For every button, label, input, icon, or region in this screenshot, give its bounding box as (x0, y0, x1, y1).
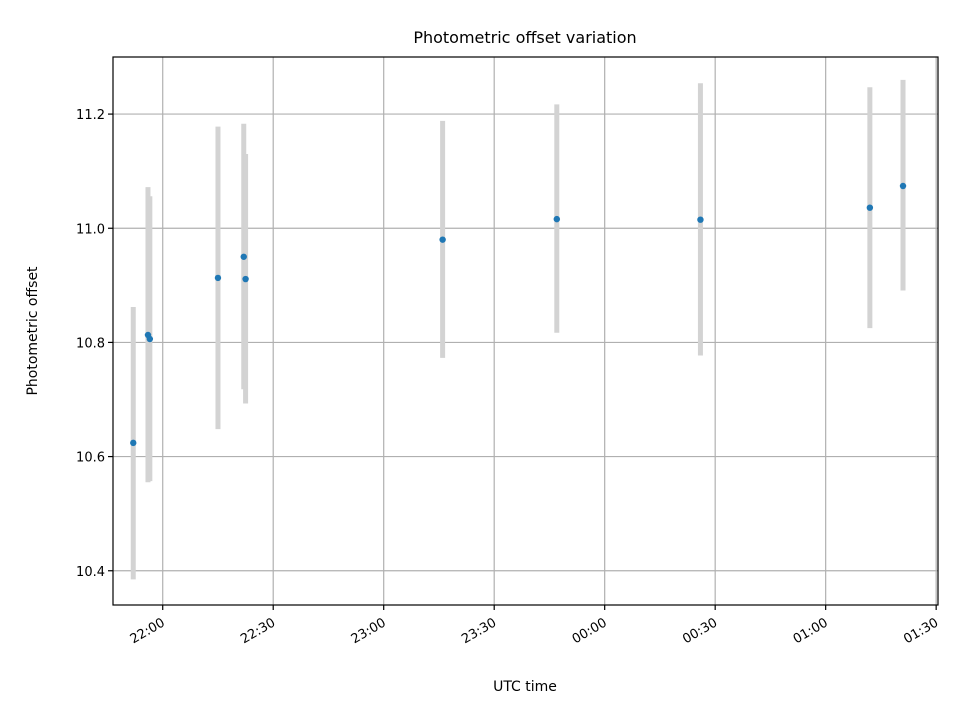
data-point (899, 182, 907, 190)
x-tick-label: 23:30 (459, 615, 499, 647)
x-tick-label: 22:30 (238, 615, 278, 647)
y-tick-label: 11.0 (76, 222, 105, 237)
x-tick-label: 00:00 (570, 615, 610, 647)
data-point (214, 274, 222, 282)
error-bars (130, 79, 906, 580)
data-point (130, 439, 137, 447)
data-points (130, 182, 907, 447)
data-point (240, 253, 247, 260)
x-axis-ticks: 22:00 22:30 23:00 23:30 00:00 00:30 01:00 01:30 (128, 605, 941, 647)
plot-frame (112, 56, 939, 606)
grid (113, 57, 938, 605)
y-tick-label: 10.4 (76, 565, 105, 580)
x-tick-label: 22:00 (128, 615, 168, 647)
x-tick-label: 01:30 (901, 615, 941, 647)
x-tick-label: 01:00 (791, 615, 831, 647)
data-point (553, 215, 561, 223)
y-tick-label: 11.2 (76, 108, 105, 123)
data-point (242, 275, 249, 283)
y-tick-label: 10.6 (76, 451, 105, 466)
data-point (146, 335, 154, 343)
data-point (439, 236, 446, 243)
x-tick-label: 00:30 (680, 615, 720, 647)
data-point (866, 204, 874, 211)
y-axis-label: Photometric offset (25, 266, 41, 396)
y-tick-label: 10.8 (76, 336, 105, 351)
x-axis-label: UTC time (493, 679, 557, 695)
data-point (697, 216, 704, 223)
y-axis-ticks: 10.4 10.6 10.8 11.0 11.2 (76, 108, 113, 580)
x-tick-label: 23:00 (349, 615, 389, 647)
chart-title: Photometric offset variation (413, 28, 636, 47)
